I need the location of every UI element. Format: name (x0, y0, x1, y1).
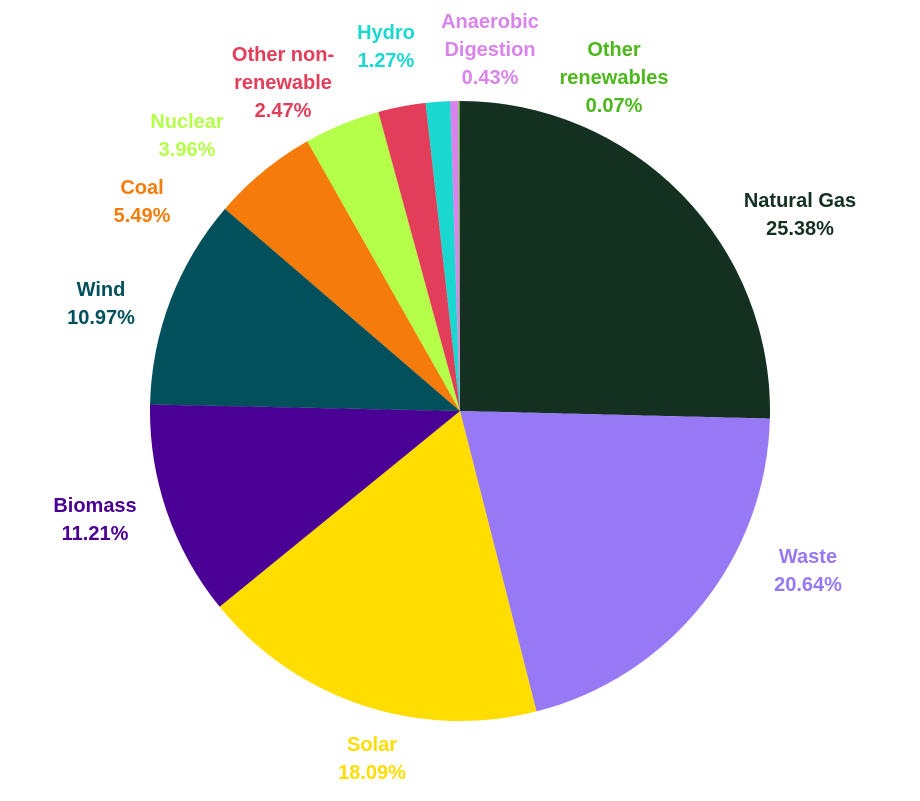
pie-slice (307, 111, 460, 411)
slice-label: Wind 10.97% (67, 276, 135, 332)
category-label: Solar (346, 734, 398, 756)
value-label: 3.96% (158, 139, 216, 161)
pie-slice (425, 101, 460, 412)
slice-label: Hydro 1.27% (357, 19, 415, 75)
category-label: Anaerobic Digestion (441, 11, 539, 61)
value-label: 1.27% (357, 50, 415, 72)
pie-slice (378, 102, 460, 411)
pie-slice (225, 141, 460, 411)
pie-slice (450, 101, 460, 412)
pie-slice (460, 101, 770, 419)
value-label: 11.21% (61, 523, 129, 545)
category-label: Other non-renewable (231, 44, 335, 94)
value-label: 0.07% (585, 95, 643, 117)
slice-label: Biomass 11.21% (53, 492, 136, 548)
slice-label: Anaerobic Digestion 0.43% (428, 8, 553, 92)
slice-label: Other non-renewable 2.47% (218, 41, 348, 125)
value-label: 2.47% (254, 100, 312, 122)
pie-slice (458, 101, 460, 411)
value-label: 20.64% (774, 574, 842, 596)
value-label: 18.09% (338, 762, 406, 784)
category-label: Coal (120, 177, 164, 199)
category-label: Nuclear (150, 111, 224, 133)
pie-slice (219, 411, 537, 721)
value-label: 25.38% (766, 218, 834, 240)
slice-label: Natural Gas 25.38% (744, 187, 856, 243)
pie-slice (460, 411, 770, 712)
slice-label: Coal 5.49% (114, 174, 171, 230)
value-label: 10.97% (67, 307, 135, 329)
category-label: Waste (778, 546, 838, 568)
value-label: 5.49% (113, 205, 171, 227)
slice-label: Other renewables 0.07% (544, 36, 684, 120)
value-label: 0.43% (461, 67, 519, 89)
category-label: Natural Gas (743, 190, 857, 212)
slice-label: Nuclear 3.96% (150, 108, 223, 164)
category-label: Biomass (53, 495, 137, 517)
slice-label: Waste 20.64% (774, 543, 842, 599)
category-label: Other renewables (559, 39, 669, 89)
slice-label: Solar 18.09% (338, 731, 406, 787)
category-label: Hydro (357, 22, 415, 44)
pie-slice (150, 404, 460, 607)
pie-slice (150, 208, 460, 411)
category-label: Wind (76, 279, 126, 301)
